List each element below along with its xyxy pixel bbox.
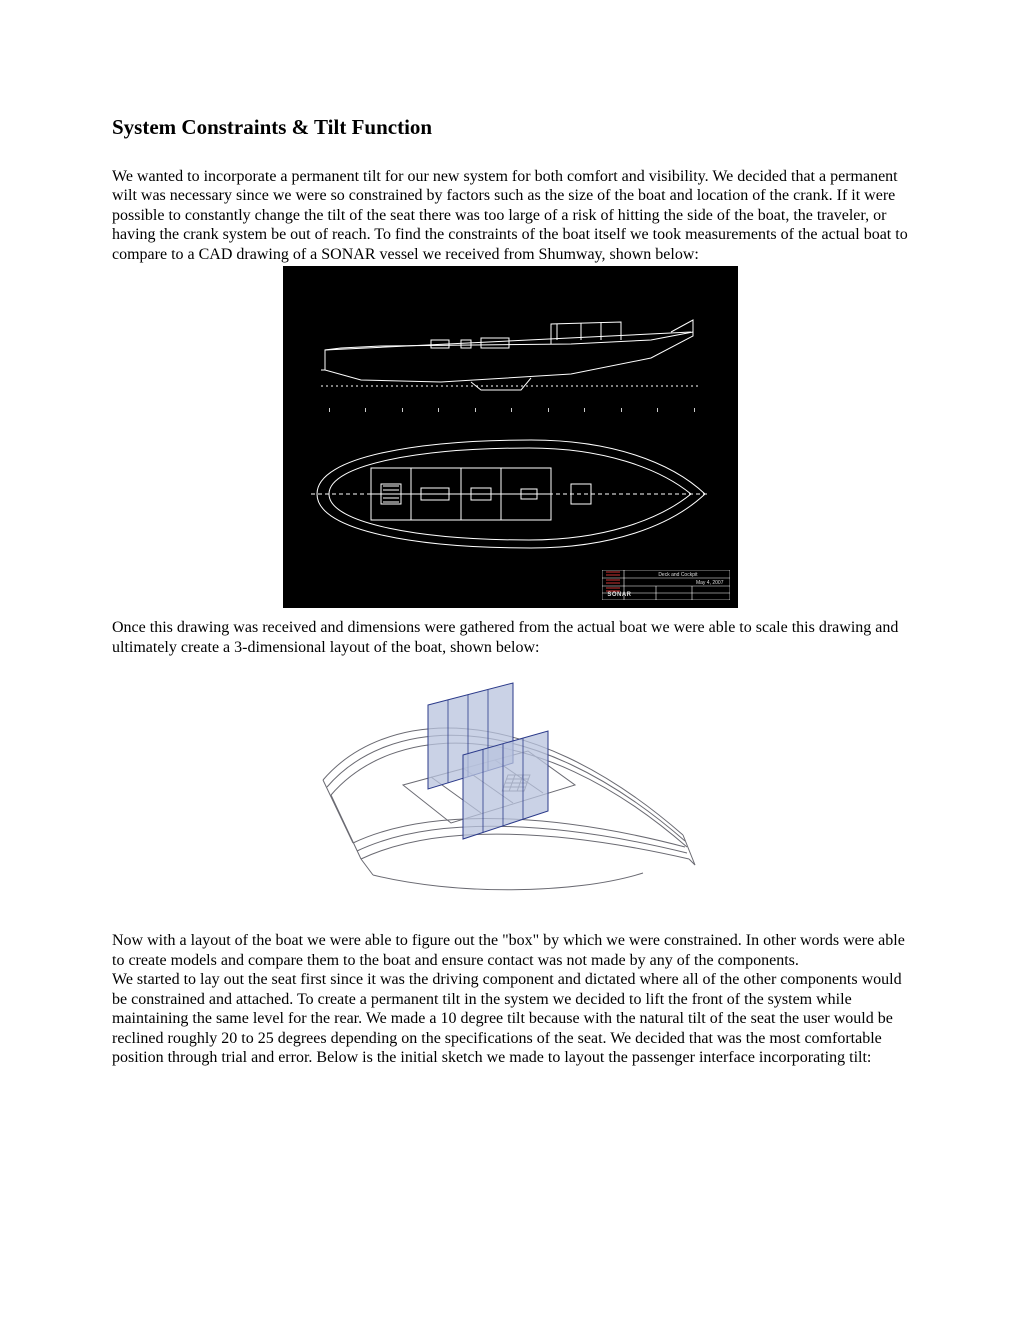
boat-side-profile	[321, 300, 701, 392]
document-page: System Constraints & Tilt Function We wa…	[0, 0, 1020, 1320]
cad-drawing: Deck and Cockpit May 4, 2007 SONAR	[283, 266, 738, 608]
cad-figure-container: Deck and Cockpit May 4, 2007 SONAR	[112, 266, 908, 608]
paragraph-intro: We wanted to incorporate a permanent til…	[112, 167, 908, 265]
titleblock-date-label: May 4, 2007	[696, 580, 724, 586]
titleblock-sonar-label: SONAR	[607, 592, 631, 599]
iso-figure-container	[112, 665, 908, 915]
boat-3d-layout	[313, 665, 708, 915]
paragraph-after-cad: Once this drawing was received and dimen…	[112, 618, 908, 657]
paragraph-seat-tilt: We started to lay out the seat first sin…	[112, 970, 908, 1068]
cad-ruler	[329, 408, 695, 424]
titleblock-deck-label: Deck and Cockpit	[658, 572, 697, 578]
boat-top-view	[311, 434, 709, 554]
page-title: System Constraints & Tilt Function	[112, 115, 908, 141]
paragraph-box-constraint: Now with a layout of the boat we were ab…	[112, 931, 908, 970]
